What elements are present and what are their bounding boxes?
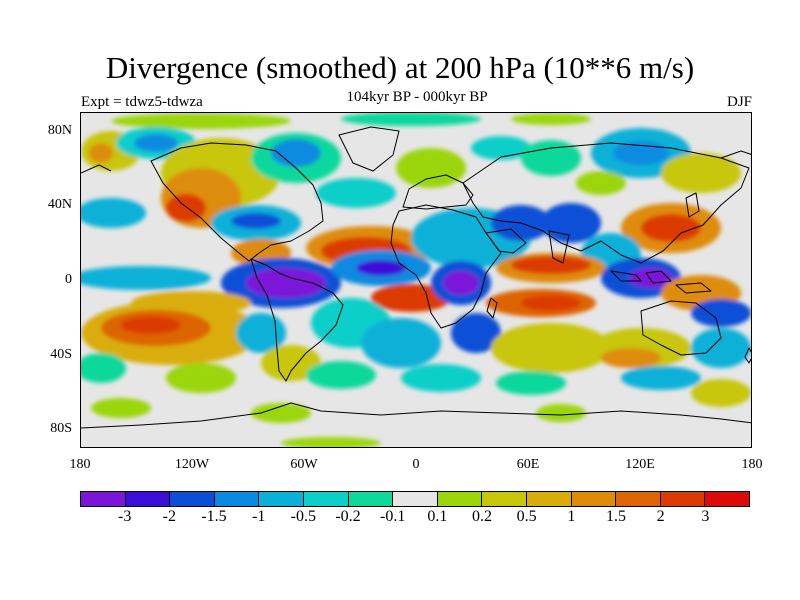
experiment-label: Expt = tdwz5-tdwza [81,94,203,110]
colorbar-swatch [482,492,527,506]
plot-title: Divergence (smoothed) at 200 hPa (10**6 … [105,50,695,85]
x-axis-label: 120E [625,457,655,472]
x-axis-label: 180 [69,457,91,472]
season-label: DJF [726,94,752,110]
colorbar-swatch [259,492,304,506]
y-axis-label: 40N [47,197,72,213]
x-axis-label: 60E [516,457,540,472]
colorbar-swatch [348,492,394,506]
colorbar-label: -0.1 [379,508,406,525]
y-axis-label: 80N [47,122,72,138]
coastlines [81,126,751,429]
colorbar-swatch [303,492,349,506]
colorbar-swatch [660,492,706,506]
colorbar-swatch [616,492,661,506]
colorbar [80,491,750,507]
divergence-field [81,113,751,447]
x-axis-label: 60W [290,457,318,472]
colorbar-label: 1.5 [606,508,626,525]
colorbar-swatch [705,492,749,506]
colorbar-label: -1 [251,508,266,525]
colorbar-swatch [393,492,438,506]
divergence-map [80,112,752,448]
x-axis-label: 180 [741,457,763,472]
colorbar-label: 0.2 [472,508,492,525]
colorbar-label: 3 [701,508,710,525]
x-axis-label: 120W [174,457,210,472]
colorbar-label: -0.5 [290,508,316,525]
colorbar-label: -0.2 [335,508,361,525]
colorbar-swatch [437,492,483,506]
colorbar-label: 0.5 [516,508,537,525]
colorbar-label: 2 [656,508,665,525]
y-axis-label: 80S [50,421,72,437]
colorbar-label: -3 [117,508,132,525]
map-canvas [81,113,751,447]
colorbar-label: -1.5 [201,508,227,525]
colorbar-swatch [571,492,617,506]
colorbar-swatch [81,492,126,506]
colorbar-label: -2 [162,508,176,525]
y-axis-label: 40S [50,346,72,362]
colorbar-label: 0.1 [427,508,448,525]
colorbar-label: 1 [567,508,576,525]
colorbar-swatch [170,492,215,506]
colorbar-swatch [125,492,171,506]
colorbar-swatch [214,492,260,506]
x-axis-label: 0 [412,457,420,472]
y-axis-label: 0 [65,272,72,287]
colorbar-swatch [526,492,572,506]
plot-subtitle: 104kyr BP - 000kyr BP [346,89,488,105]
